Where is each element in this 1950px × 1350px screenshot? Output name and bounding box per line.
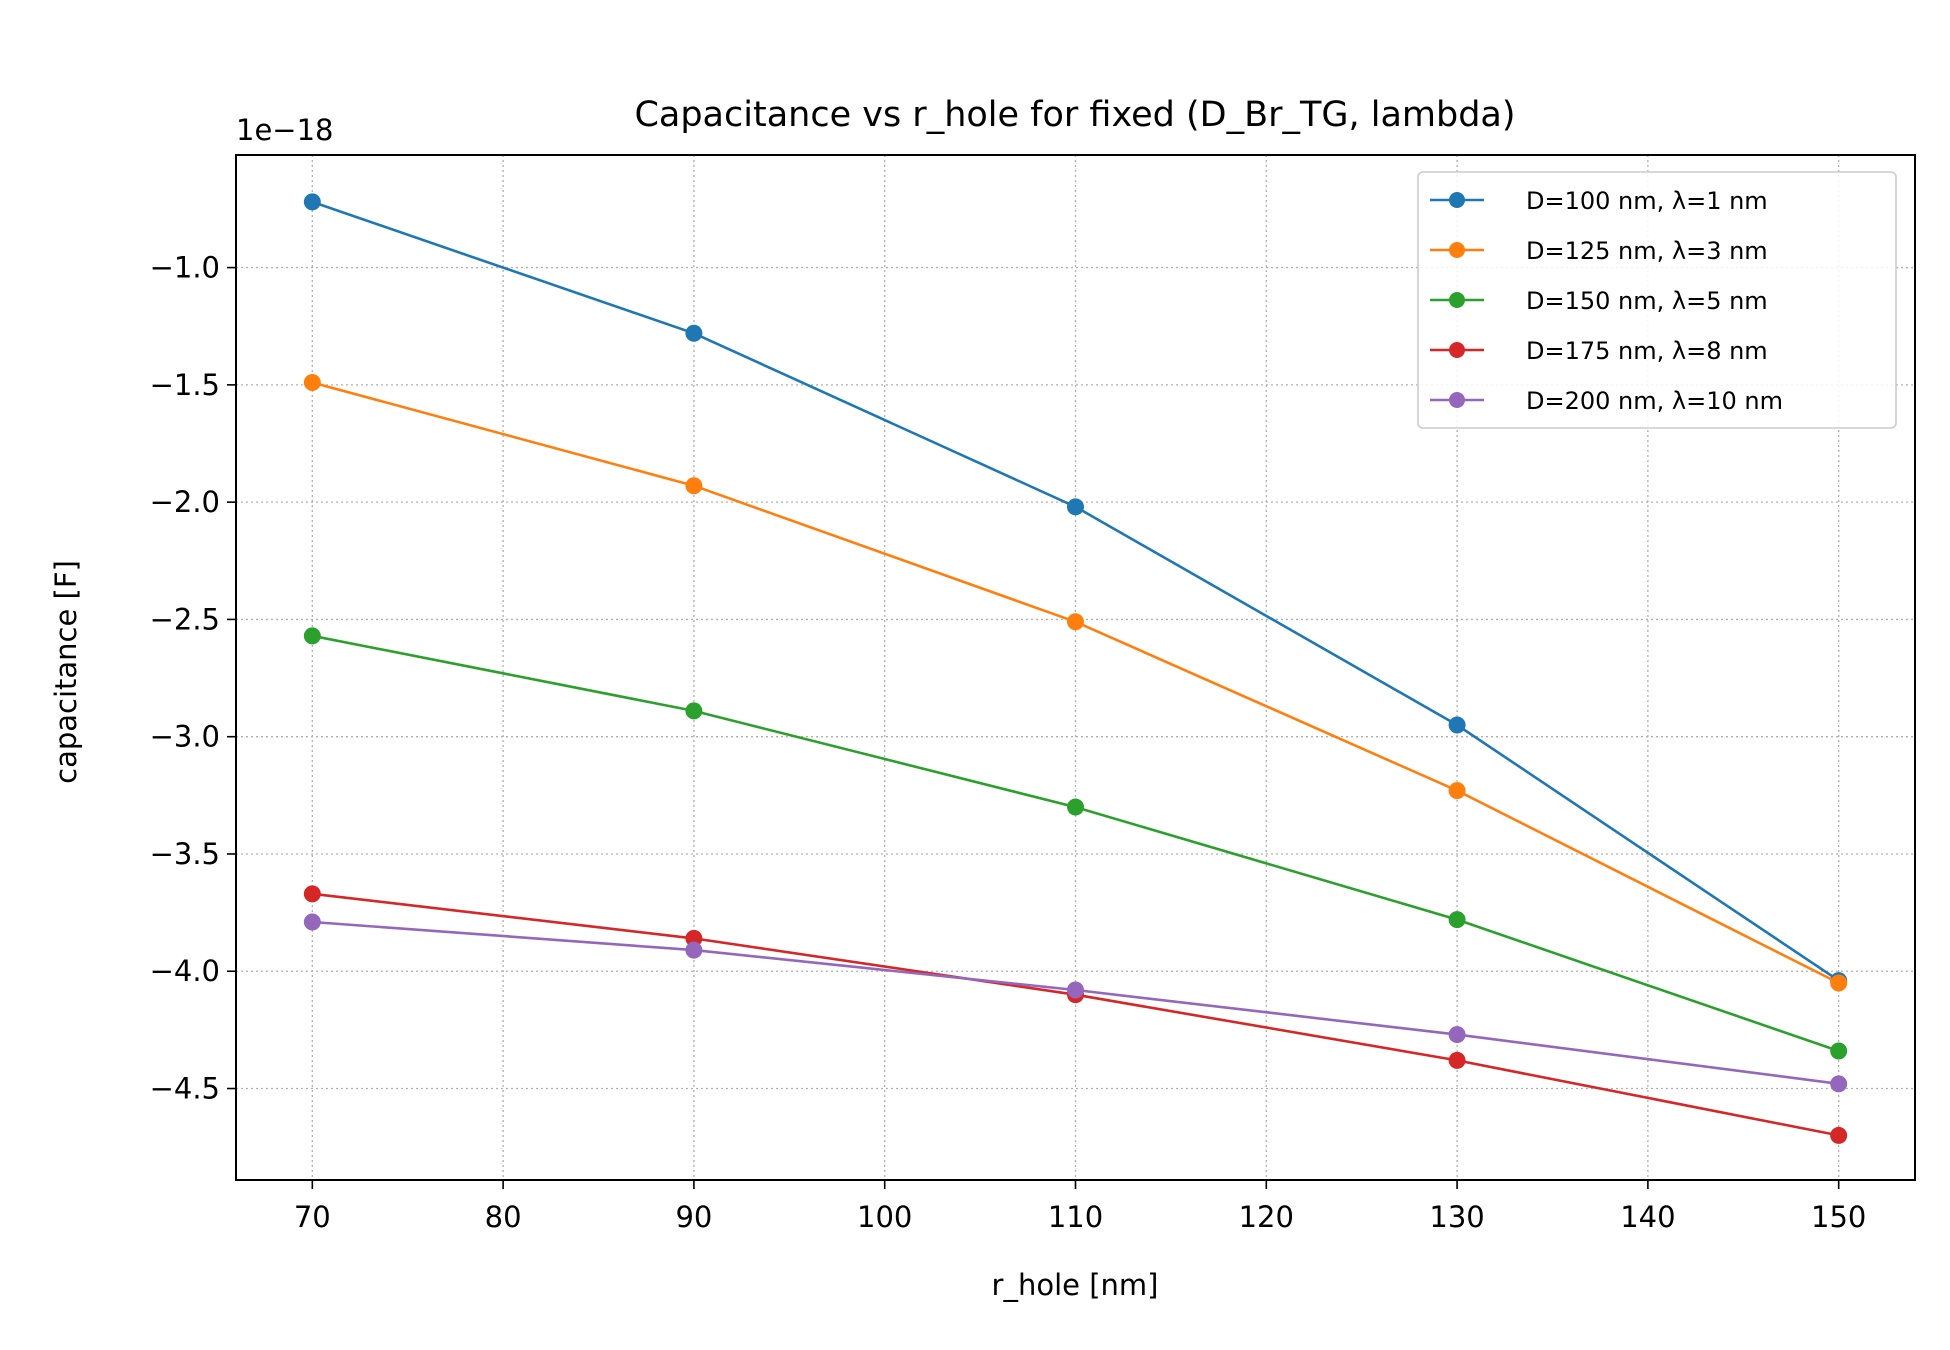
x-tick-label: 120 <box>1239 1200 1294 1234</box>
data-point-d-150-nm-5-nm <box>685 702 703 720</box>
legend-marker <box>1449 392 1465 408</box>
x-axis-label: r_hole [nm] <box>992 1268 1159 1302</box>
data-point-d-175-nm-8-nm <box>685 929 703 947</box>
y-tick-label: −3.0 <box>150 720 220 754</box>
legend-marker <box>1449 242 1465 258</box>
legend-entry-label: D=200 nm, λ=10 nm <box>1526 387 1783 415</box>
legend-entry-label: D=125 nm, λ=3 nm <box>1526 237 1768 265</box>
legend-marker <box>1449 192 1465 208</box>
data-point-d-125-nm-3-nm <box>303 374 321 392</box>
y-tick-label: −4.5 <box>150 1072 220 1106</box>
y-axis-label: capacitance [F] <box>49 560 83 784</box>
ticks: 70 80 90 100 110 120 130 140 150 −1.0 −1.5 −2.0 −2.5… <box>150 251 1867 1234</box>
data-point-d-200-nm-10-nm <box>1448 1026 1466 1044</box>
data-point-d-100-nm-1-nm <box>1448 716 1466 734</box>
x-tick-label: 70 <box>294 1200 331 1234</box>
y-tick-label: −1.0 <box>150 251 220 285</box>
data-point-d-150-nm-5-nm <box>1067 798 1084 816</box>
x-tick-label: 140 <box>1620 1200 1675 1234</box>
y-tick-label: −4.0 <box>150 954 220 988</box>
legend-marker <box>1449 292 1465 308</box>
data-point-d-100-nm-1-nm <box>1067 498 1084 516</box>
chart-title: Capacitance vs r_hole for fixed (D_Br_TG… <box>634 95 1515 135</box>
y-offset-label: 1e−18 <box>236 113 334 147</box>
legend-box <box>1417 171 1897 429</box>
y-tick-label: −2.0 <box>150 485 220 519</box>
x-tick-label: 110 <box>1048 1200 1103 1234</box>
legend-entry-label: D=175 nm, λ=8 nm <box>1526 337 1768 365</box>
data-point-d-150-nm-5-nm <box>1830 1042 1848 1060</box>
x-tick-label: 100 <box>857 1200 912 1234</box>
data-point-d-200-nm-10-nm <box>685 941 703 959</box>
data-point-d-175-nm-8-nm <box>303 885 321 903</box>
x-tick-label: 130 <box>1429 1200 1484 1234</box>
y-tick-label: −3.5 <box>150 837 220 871</box>
data-point-d-200-nm-10-nm <box>1830 1075 1848 1093</box>
data-point-d-200-nm-10-nm <box>303 913 321 931</box>
legend-entry-label: D=150 nm, λ=5 nm <box>1526 287 1768 315</box>
data-point-d-125-nm-3-nm <box>1830 974 1848 992</box>
data-point-d-150-nm-5-nm <box>1448 911 1466 929</box>
data-point-d-200-nm-10-nm <box>1067 981 1084 999</box>
data-point-d-150-nm-5-nm <box>303 627 321 645</box>
data-point-d-125-nm-3-nm <box>685 477 703 495</box>
legend-marker <box>1449 342 1465 358</box>
data-point-d-175-nm-8-nm <box>1448 1051 1466 1069</box>
data-point-d-175-nm-8-nm <box>1830 1126 1848 1144</box>
x-tick-label: 90 <box>675 1200 712 1234</box>
x-tick-label: 150 <box>1811 1200 1866 1234</box>
data-point-d-125-nm-3-nm <box>1448 782 1466 800</box>
data-point-d-100-nm-1-nm <box>303 193 321 211</box>
y-tick-label: −2.5 <box>150 602 220 636</box>
legend: D=100 nm, λ=1 nm D=125 nm, λ=3 nm D=150 nm… <box>1417 171 1897 429</box>
data-point-d-125-nm-3-nm <box>1067 613 1084 631</box>
x-tick-label: 80 <box>485 1200 522 1234</box>
legend-entry-label: D=100 nm, λ=1 nm <box>1526 187 1768 215</box>
series-layer <box>303 193 1848 1144</box>
data-point-d-100-nm-1-nm <box>685 324 703 342</box>
y-tick-label: −1.5 <box>150 368 220 402</box>
